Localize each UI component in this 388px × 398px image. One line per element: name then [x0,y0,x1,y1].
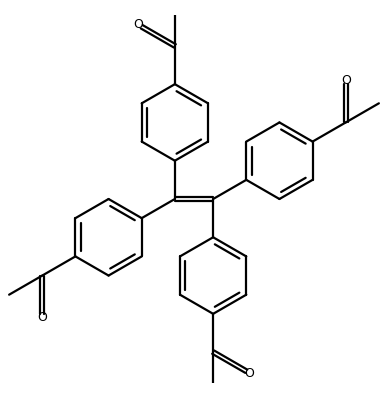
Text: O: O [37,311,47,324]
Text: O: O [245,367,255,380]
Text: O: O [341,74,351,87]
Text: O: O [133,18,143,31]
